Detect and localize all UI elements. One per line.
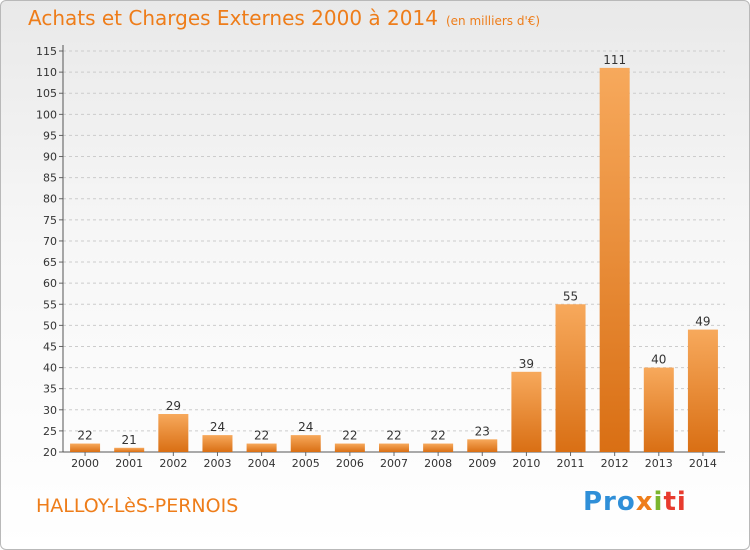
y-tick-label: 110 [36, 66, 57, 79]
bar [70, 443, 101, 452]
y-tick-label: 105 [36, 87, 57, 100]
y-tick-label: 100 [36, 108, 57, 121]
y-tick-label: 60 [43, 277, 57, 290]
y-tick-label: 30 [43, 404, 57, 417]
x-tick-label: 2009 [468, 457, 496, 470]
bar-value-label: 22 [386, 429, 401, 443]
y-tick-label: 85 [43, 172, 57, 185]
x-tick-label: 2012 [601, 457, 629, 470]
y-tick-label: 55 [43, 298, 57, 311]
x-tick-label: 2001 [115, 457, 143, 470]
y-tick-label: 70 [43, 235, 57, 248]
bar [246, 443, 277, 452]
bar [599, 67, 630, 452]
x-tick-label: 2000 [71, 457, 99, 470]
bar [423, 443, 454, 452]
bar [290, 435, 321, 452]
bar-value-label: 22 [254, 429, 269, 443]
logo-part-3: i [653, 487, 664, 517]
x-tick-label: 2004 [248, 457, 276, 470]
bar-value-label: 40 [651, 353, 666, 367]
bar [687, 329, 718, 452]
bar-value-label: 24 [210, 420, 225, 434]
bar-value-label: 24 [298, 420, 313, 434]
bar [334, 443, 365, 452]
bar [378, 443, 410, 452]
bar-value-label: 22 [77, 429, 92, 443]
y-tick-label: 25 [43, 425, 57, 438]
bar-value-label: 49 [695, 315, 710, 329]
x-tick-label: 2011 [557, 457, 585, 470]
y-tick-label: 65 [43, 256, 57, 269]
bar [511, 371, 542, 452]
y-tick-label: 115 [36, 45, 57, 58]
y-tick-label: 35 [43, 383, 57, 396]
x-tick-label: 2002 [159, 457, 187, 470]
bar [643, 367, 674, 452]
bar [114, 447, 145, 452]
bar [555, 304, 586, 452]
x-tick-label: 2006 [336, 457, 364, 470]
bar [158, 414, 189, 452]
bar [467, 439, 498, 452]
x-tick-label: 2005 [292, 457, 320, 470]
bar-value-label: 21 [122, 433, 137, 447]
logo-part-1: Pro [583, 487, 636, 517]
y-tick-label: 95 [43, 129, 57, 142]
x-tick-label: 2007 [380, 457, 408, 470]
bar-value-label: 29 [166, 399, 181, 413]
x-tick-label: 2010 [512, 457, 540, 470]
y-tick-label: 90 [43, 151, 57, 164]
commune-name: HALLOY-LèS-PERNOIS [36, 495, 239, 517]
y-tick-label: 50 [43, 319, 57, 332]
y-tick-label: 20 [43, 446, 57, 459]
bar-value-label: 55 [563, 289, 578, 303]
chart-title: Achats et Charges Externes 2000 à 2014 (e… [28, 6, 540, 30]
bar-value-label: 22 [342, 429, 357, 443]
x-tick-label: 2008 [424, 457, 452, 470]
bar [202, 435, 233, 452]
bar-value-label: 23 [475, 424, 490, 438]
bar-value-label: 22 [430, 429, 445, 443]
y-tick-label: 40 [43, 362, 57, 375]
y-tick-label: 75 [43, 214, 57, 227]
logo-part-2: x [635, 487, 654, 517]
proxiti-logo: Proxiti [583, 487, 687, 517]
y-tick-label: 80 [43, 193, 57, 206]
x-tick-label: 2003 [203, 457, 231, 470]
chart-unit: (en milliers d'€) [445, 14, 541, 28]
chart-title-text: Achats et Charges Externes 2000 à 2014 [28, 6, 438, 30]
x-tick-label: 2014 [689, 457, 717, 470]
y-tick-label: 45 [43, 340, 57, 353]
x-tick-label: 2013 [645, 457, 673, 470]
bar-value-label: 111 [603, 53, 626, 67]
logo-part-4: ti [663, 487, 687, 517]
bar-value-label: 39 [519, 357, 534, 371]
